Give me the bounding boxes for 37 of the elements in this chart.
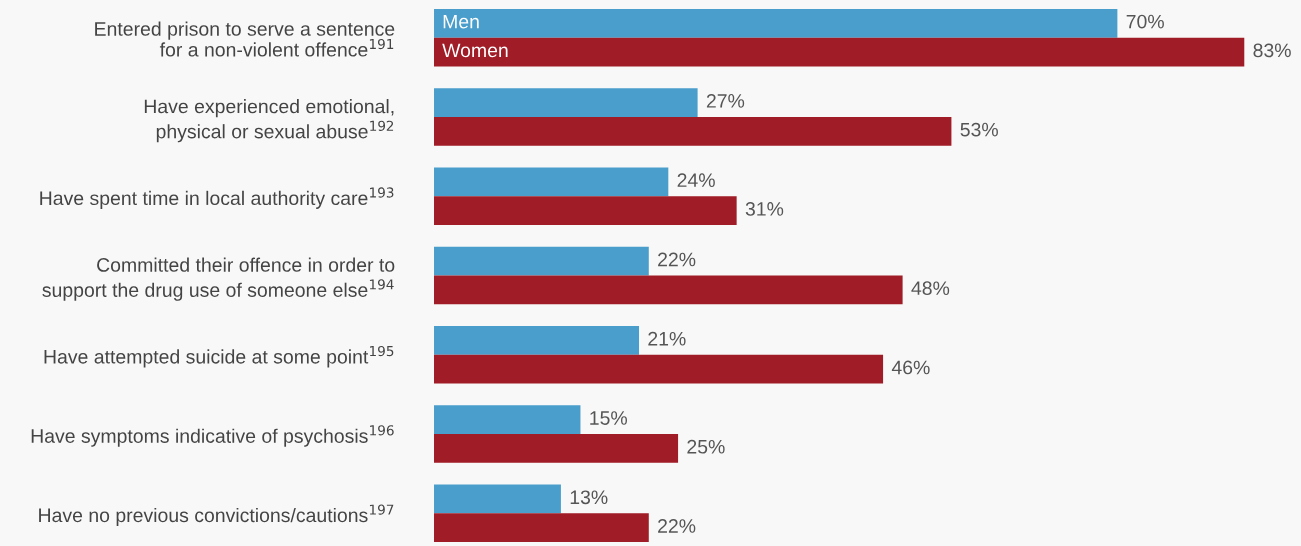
bar	[434, 116, 952, 146]
y-tick-label: Have symptoms indicative of psychosis$^{196}$	[31, 425, 394, 447]
bar	[434, 275, 903, 305]
series-label: Men	[443, 14, 479, 29]
y-tick-label: Have spent time in local authority care$^{193}$	[40, 187, 394, 209]
bar	[434, 246, 649, 276]
y-tick-label: Entered prison to serve a sentence for a non-violent offence$^{191}$	[95, 21, 395, 57]
bar	[434, 513, 649, 543]
data-label: 25%	[687, 439, 725, 454]
data-label: 48%	[911, 281, 950, 296]
data-label: 15%	[590, 411, 628, 425]
data-label: 83%	[1253, 43, 1291, 58]
bar	[434, 354, 884, 384]
data-label: 21%	[648, 331, 686, 346]
bar	[434, 405, 581, 435]
data-label: 22%	[658, 252, 696, 267]
bar	[434, 484, 561, 514]
data-label: 24%	[677, 173, 715, 187]
bar	[434, 37, 1245, 67]
data-label: 27%	[706, 94, 745, 108]
data-label: 13%	[570, 490, 608, 505]
bar	[434, 434, 679, 463]
y-tick-label: Have no previous convictions/cautions$^{197}$	[39, 504, 394, 527]
data-label: 46%	[891, 360, 930, 375]
y-tick-label: Committed their offence in order to support the drug use of someone else$^{194}$	[42, 257, 395, 301]
y-tick-label: Have experienced emotional, physical or sexual abuse$^{192}$	[144, 99, 394, 143]
bar	[434, 196, 737, 225]
bar	[434, 8, 1118, 38]
bar	[434, 167, 669, 197]
data-label: 22%	[658, 519, 696, 533]
data-label: 70%	[1126, 14, 1164, 29]
y-tick-label: Have attempted suicide at some point$^{195}$	[44, 345, 394, 368]
series-label: Women	[442, 43, 508, 58]
data-label: 53%	[960, 122, 998, 137]
data-label: 31%	[745, 202, 784, 216]
bar	[434, 88, 698, 117]
bar	[434, 326, 640, 355]
